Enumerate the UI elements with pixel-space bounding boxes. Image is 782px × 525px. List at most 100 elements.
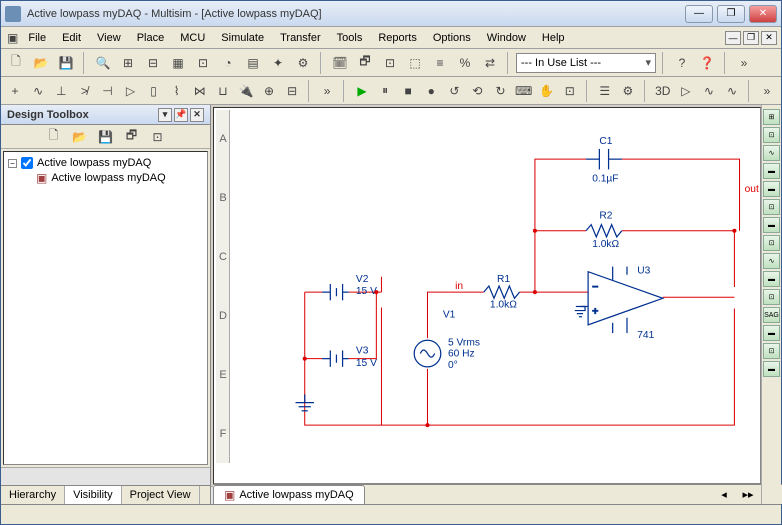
toolbar1-btn-6[interactable]: ⊟ — [142, 52, 164, 74]
menu-edit[interactable]: Edit — [56, 30, 87, 46]
menu-place[interactable]: Place — [131, 30, 171, 46]
window-minimize-button[interactable]: — — [685, 5, 713, 23]
tab-hierarchy[interactable]: Hierarchy — [1, 486, 65, 504]
toolbar2-btn-12[interactable]: ⊟ — [282, 80, 302, 102]
toolbar1-btn-8[interactable]: ⊡ — [192, 52, 214, 74]
tree-child-item[interactable]: ▣ Active lowpass myDAQ — [36, 170, 203, 186]
mdi-restore-button[interactable]: ❐ — [743, 31, 759, 45]
tree-collapse-icon[interactable]: − — [8, 159, 17, 168]
sidebar-tb-btn-0[interactable]: 🗋 — [43, 126, 65, 148]
instrument-btn-7[interactable]: ⊡ — [763, 235, 780, 251]
toolbar1-btn-18[interactable]: ≡ — [429, 52, 451, 74]
toolbar2-btn-5[interactable]: ▷ — [120, 80, 140, 102]
toolbar2-btn-23[interactable]: ⌨ — [514, 80, 534, 102]
toolbar1-btn-15[interactable]: 🗗 — [354, 52, 376, 74]
instrument-btn-12[interactable]: ▬ — [763, 325, 780, 341]
toolbar2-btn-6[interactable]: ▯ — [144, 80, 164, 102]
toolbar2-btn-18[interactable]: ■ — [398, 80, 418, 102]
panel-pin-button[interactable]: 📌 — [174, 108, 188, 122]
toolbar2-btn-11[interactable]: ⊕ — [259, 80, 279, 102]
tab-scroll-left-button[interactable]: ◂ — [713, 484, 735, 506]
sidebar-hscroll[interactable] — [1, 467, 210, 485]
document-tab[interactable]: ▣ Active lowpass myDAQ — [213, 485, 365, 505]
toolbar2-btn-1[interactable]: ∿ — [28, 80, 48, 102]
instrument-btn-13[interactable]: ⊡ — [763, 343, 780, 359]
toolbar1-btn-1[interactable]: 📂 — [30, 52, 52, 74]
menu-mcu[interactable]: MCU — [174, 30, 211, 46]
toolbar1-btn-11[interactable]: ✦ — [267, 52, 289, 74]
tab-scroll-right-button[interactable]: ▸▸ — [737, 484, 759, 506]
toolbar1-btn-0[interactable]: 🗋 — [5, 52, 27, 74]
toolbar2-btn-16[interactable]: ▶ — [352, 80, 372, 102]
menu-tools[interactable]: Tools — [331, 30, 369, 46]
toolbar1-btn-10[interactable]: ▤ — [242, 52, 264, 74]
instrument-btn-5[interactable]: ⊡ — [763, 199, 780, 215]
toolbar1-btn-14[interactable]: 🗓 — [329, 52, 351, 74]
window-close-button[interactable]: ✕ — [749, 5, 777, 23]
menu-reports[interactable]: Reports — [372, 30, 423, 46]
toolbar2-btn-2[interactable]: ⊥ — [51, 80, 71, 102]
toolbar2-btn-10[interactable]: 🔌 — [236, 80, 256, 102]
toolbar2-btn-33[interactable]: ∿ — [722, 80, 742, 102]
tree-root-checkbox[interactable] — [21, 157, 33, 169]
menu-file[interactable]: File — [22, 30, 52, 46]
toolbar2-btn-17[interactable]: ⏸ — [375, 80, 395, 102]
menu-help[interactable]: Help — [536, 30, 571, 46]
toolbar2-btn-22[interactable]: ↻ — [491, 80, 511, 102]
menu-window[interactable]: Window — [481, 30, 532, 46]
instrument-btn-14[interactable]: ▬ — [763, 361, 780, 377]
toolbar1-btn-9[interactable]: ◔ — [217, 52, 239, 74]
toolbar1-btn-16[interactable]: ⊡ — [379, 52, 401, 74]
menu-simulate[interactable]: Simulate — [215, 30, 270, 46]
toolbar2-btn-31[interactable]: ▷ — [676, 80, 696, 102]
instrument-btn-6[interactable]: ▬ — [763, 217, 780, 233]
toolbar1-btn-5[interactable]: ⊞ — [117, 52, 139, 74]
toolbar1-btn-20[interactable]: ⇄ — [479, 52, 501, 74]
panel-dropdown-button[interactable]: ▾ — [158, 108, 172, 122]
toolbar2-btn-24[interactable]: ✋ — [537, 80, 557, 102]
sidebar-tb-btn-1[interactable]: 📂 — [69, 126, 91, 148]
toolbar2-btn-28[interactable]: ⚙ — [618, 80, 638, 102]
toolbar1-btn-12[interactable]: ⚙ — [292, 52, 314, 74]
toolbar1-btn-27[interactable]: » — [733, 52, 755, 74]
menu-transfer[interactable]: Transfer — [274, 30, 327, 46]
toolbar1-btn-7[interactable]: ▦ — [167, 52, 189, 74]
sidebar-tb-btn-3[interactable]: 🗗 — [121, 126, 143, 148]
sidebar-tb-btn-4[interactable]: ⊡ — [147, 126, 169, 148]
tab-visibility[interactable]: Visibility — [65, 486, 122, 504]
toolbar2-btn-32[interactable]: ∿ — [699, 80, 719, 102]
tab-project-view[interactable]: Project View — [122, 486, 200, 504]
mdi-close-button[interactable]: ✕ — [761, 31, 777, 45]
sidebar-tb-btn-2[interactable]: 💾 — [95, 126, 117, 148]
instrument-btn-3[interactable]: ▬ — [763, 163, 780, 179]
toolbar1-btn-24[interactable]: ? — [671, 52, 693, 74]
instrument-btn-8[interactable]: ∿ — [763, 253, 780, 269]
schematic-canvas[interactable]: ABCDEF V2 — [213, 107, 761, 484]
toolbar2-btn-21[interactable]: ⟲ — [467, 80, 487, 102]
instrument-btn-10[interactable]: ⊡ — [763, 289, 780, 305]
toolbar2-btn-14[interactable]: » — [317, 80, 337, 102]
instrument-btn-4[interactable]: ▬ — [763, 181, 780, 197]
panel-close-button[interactable]: ✕ — [190, 108, 204, 122]
tree-root-item[interactable]: − Active lowpass myDAQ — [8, 156, 203, 170]
design-tree[interactable]: − Active lowpass myDAQ ▣ Active lowpass … — [3, 151, 208, 465]
toolbar1-btn-25[interactable]: ❓ — [696, 52, 718, 74]
toolbar2-btn-9[interactable]: ⊔ — [213, 80, 233, 102]
toolbar2-btn-3[interactable]: ≯ — [74, 80, 94, 102]
toolbar1-btn-2[interactable]: 💾 — [55, 52, 77, 74]
menu-options[interactable]: Options — [427, 30, 477, 46]
toolbar2-btn-35[interactable]: » — [757, 80, 777, 102]
instrument-btn-11[interactable]: SAG — [763, 307, 780, 323]
toolbar1-btn-17[interactable]: ⬚ — [404, 52, 426, 74]
toolbar2-btn-30[interactable]: 3D — [653, 80, 673, 102]
in-use-list-combo[interactable]: --- In Use List --- — [516, 53, 656, 73]
toolbar2-btn-20[interactable]: ↺ — [444, 80, 464, 102]
menu-view[interactable]: View — [91, 30, 127, 46]
toolbar2-btn-25[interactable]: ⊡ — [560, 80, 580, 102]
toolbar2-btn-0[interactable]: + — [5, 80, 25, 102]
toolbar2-btn-4[interactable]: ⊣ — [97, 80, 117, 102]
toolbar2-btn-19[interactable]: ● — [421, 80, 441, 102]
instrument-btn-1[interactable]: ⊡ — [763, 127, 780, 143]
toolbar1-btn-4[interactable]: 🔍 — [92, 52, 114, 74]
mdi-minimize-button[interactable]: — — [725, 31, 741, 45]
